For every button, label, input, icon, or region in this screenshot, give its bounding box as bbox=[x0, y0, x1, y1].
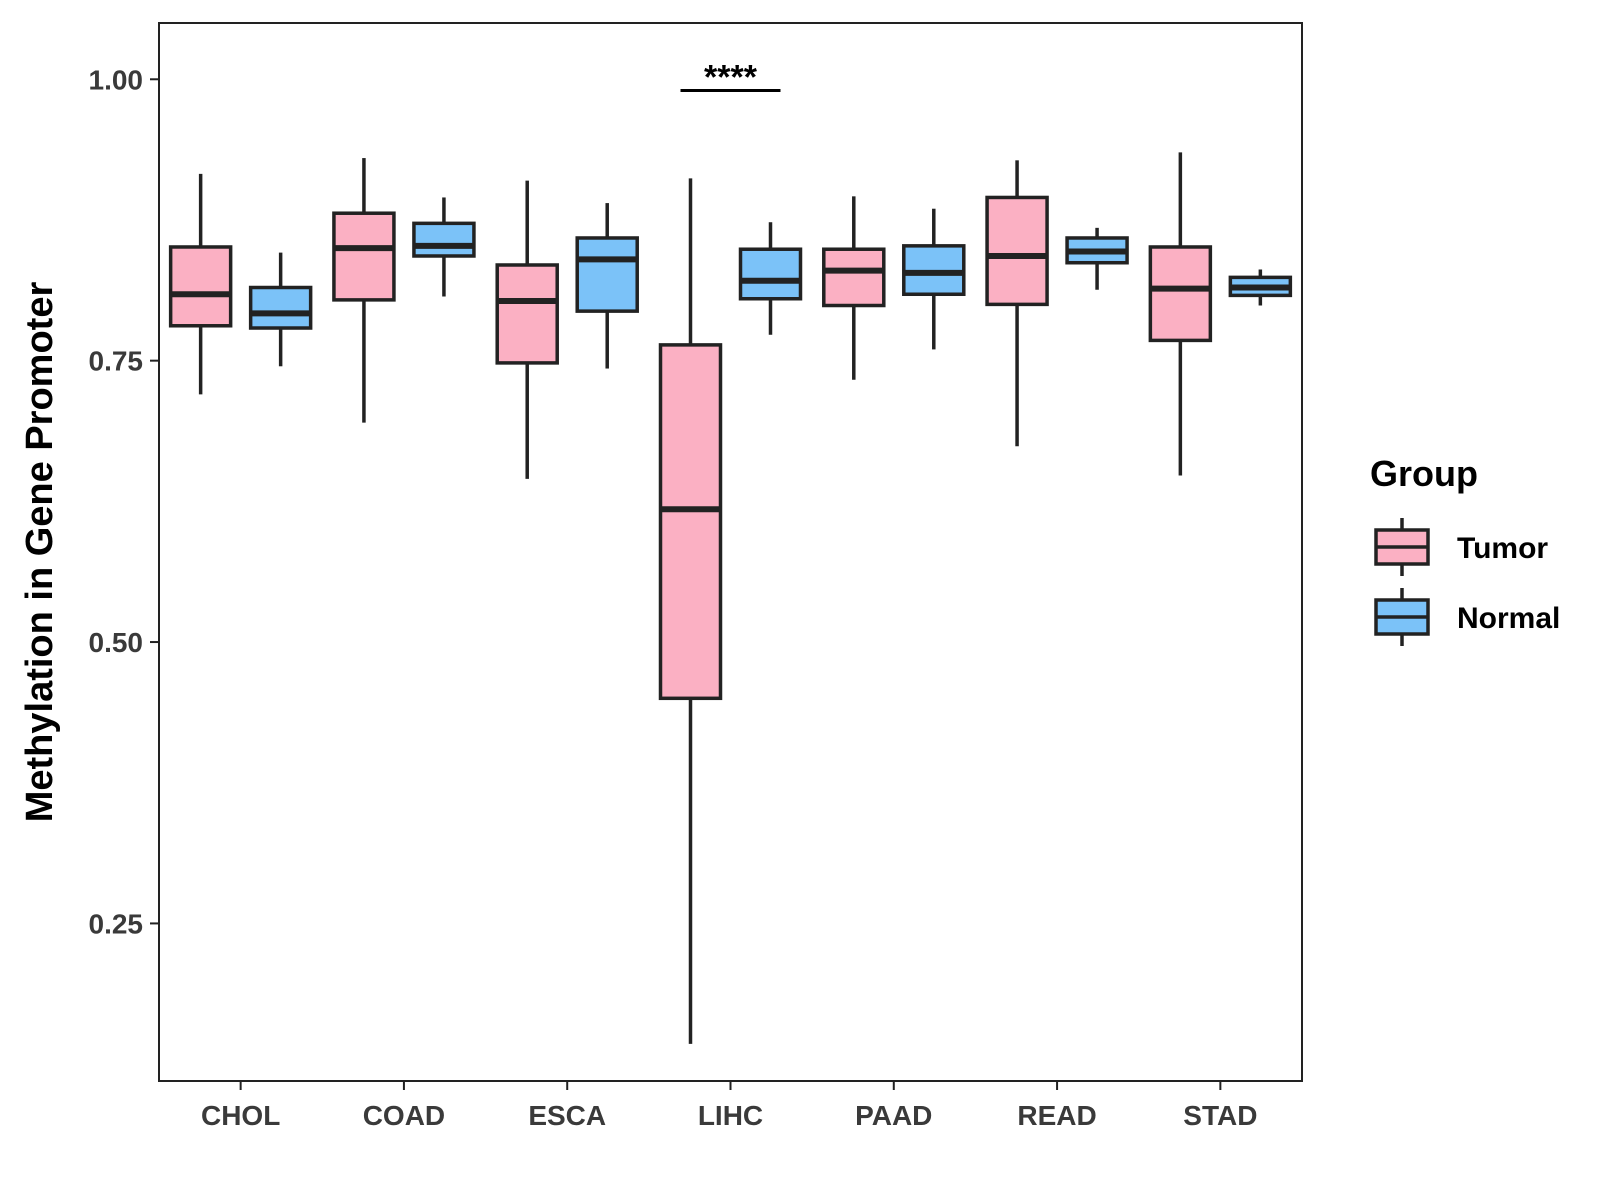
annotation-layer: **** bbox=[680, 59, 781, 97]
box-normal-lihc bbox=[738, 222, 803, 335]
panel-border bbox=[158, 22, 1303, 1082]
legend-item-tumor: Tumor bbox=[1374, 518, 1548, 576]
box-normal-chol bbox=[248, 252, 313, 367]
legend-label: Tumor bbox=[1457, 532, 1548, 565]
box-tumor-read bbox=[985, 160, 1049, 447]
plot-area bbox=[168, 152, 1293, 1044]
y-tick-label: 0.50 bbox=[89, 627, 144, 658]
box-body bbox=[658, 343, 723, 701]
legend: Group Tumor Normal bbox=[1370, 453, 1560, 646]
box-normal-esca bbox=[575, 203, 639, 369]
x-tick-label: STAD bbox=[1183, 1100, 1257, 1131]
y-axis-title: Methylation in Gene Promoter bbox=[19, 282, 61, 823]
x-tick-label: CHOL bbox=[201, 1100, 280, 1131]
box-body bbox=[168, 245, 233, 328]
box-tumor-stad bbox=[1148, 152, 1213, 476]
box-normal-stad bbox=[1228, 269, 1293, 306]
box-body bbox=[412, 221, 476, 258]
y-tick-label: 0.75 bbox=[89, 346, 144, 377]
x-tick-label: PAAD bbox=[855, 1100, 932, 1131]
box-normal-read bbox=[1065, 227, 1129, 290]
box-body bbox=[738, 247, 803, 301]
y-axis: 0.25 0.50 0.75 1.00 bbox=[89, 64, 159, 939]
legend-title: Group bbox=[1370, 453, 1478, 494]
box-tumor-coad bbox=[332, 158, 396, 423]
box-normal-paad bbox=[902, 208, 966, 350]
x-tick-label: ESCA bbox=[528, 1100, 606, 1131]
legend-label: Normal bbox=[1457, 602, 1560, 635]
box-body bbox=[1148, 245, 1213, 343]
x-tick-label: READ bbox=[1017, 1100, 1096, 1131]
legend-item-normal: Normal bbox=[1374, 588, 1560, 646]
box-tumor-chol bbox=[168, 173, 233, 395]
box-tumor-esca bbox=[495, 180, 559, 479]
box-tumor-paad bbox=[822, 196, 886, 380]
box-normal-coad bbox=[412, 197, 476, 297]
box-body bbox=[985, 195, 1049, 307]
box-body bbox=[332, 211, 396, 302]
box-body bbox=[575, 236, 639, 313]
x-axis: CHOL COAD ESCA LIHC PAAD READ STAD bbox=[201, 1081, 1257, 1131]
significance-label: **** bbox=[704, 59, 758, 97]
box-body bbox=[822, 247, 886, 308]
y-tick-label: 0.25 bbox=[89, 908, 144, 939]
box-body bbox=[248, 285, 313, 330]
x-tick-label: LIHC bbox=[698, 1100, 763, 1131]
box-tumor-lihc bbox=[658, 178, 723, 1044]
y-tick-label: 1.00 bbox=[89, 64, 144, 95]
box-body bbox=[495, 263, 559, 365]
x-tick-label: COAD bbox=[363, 1100, 445, 1131]
